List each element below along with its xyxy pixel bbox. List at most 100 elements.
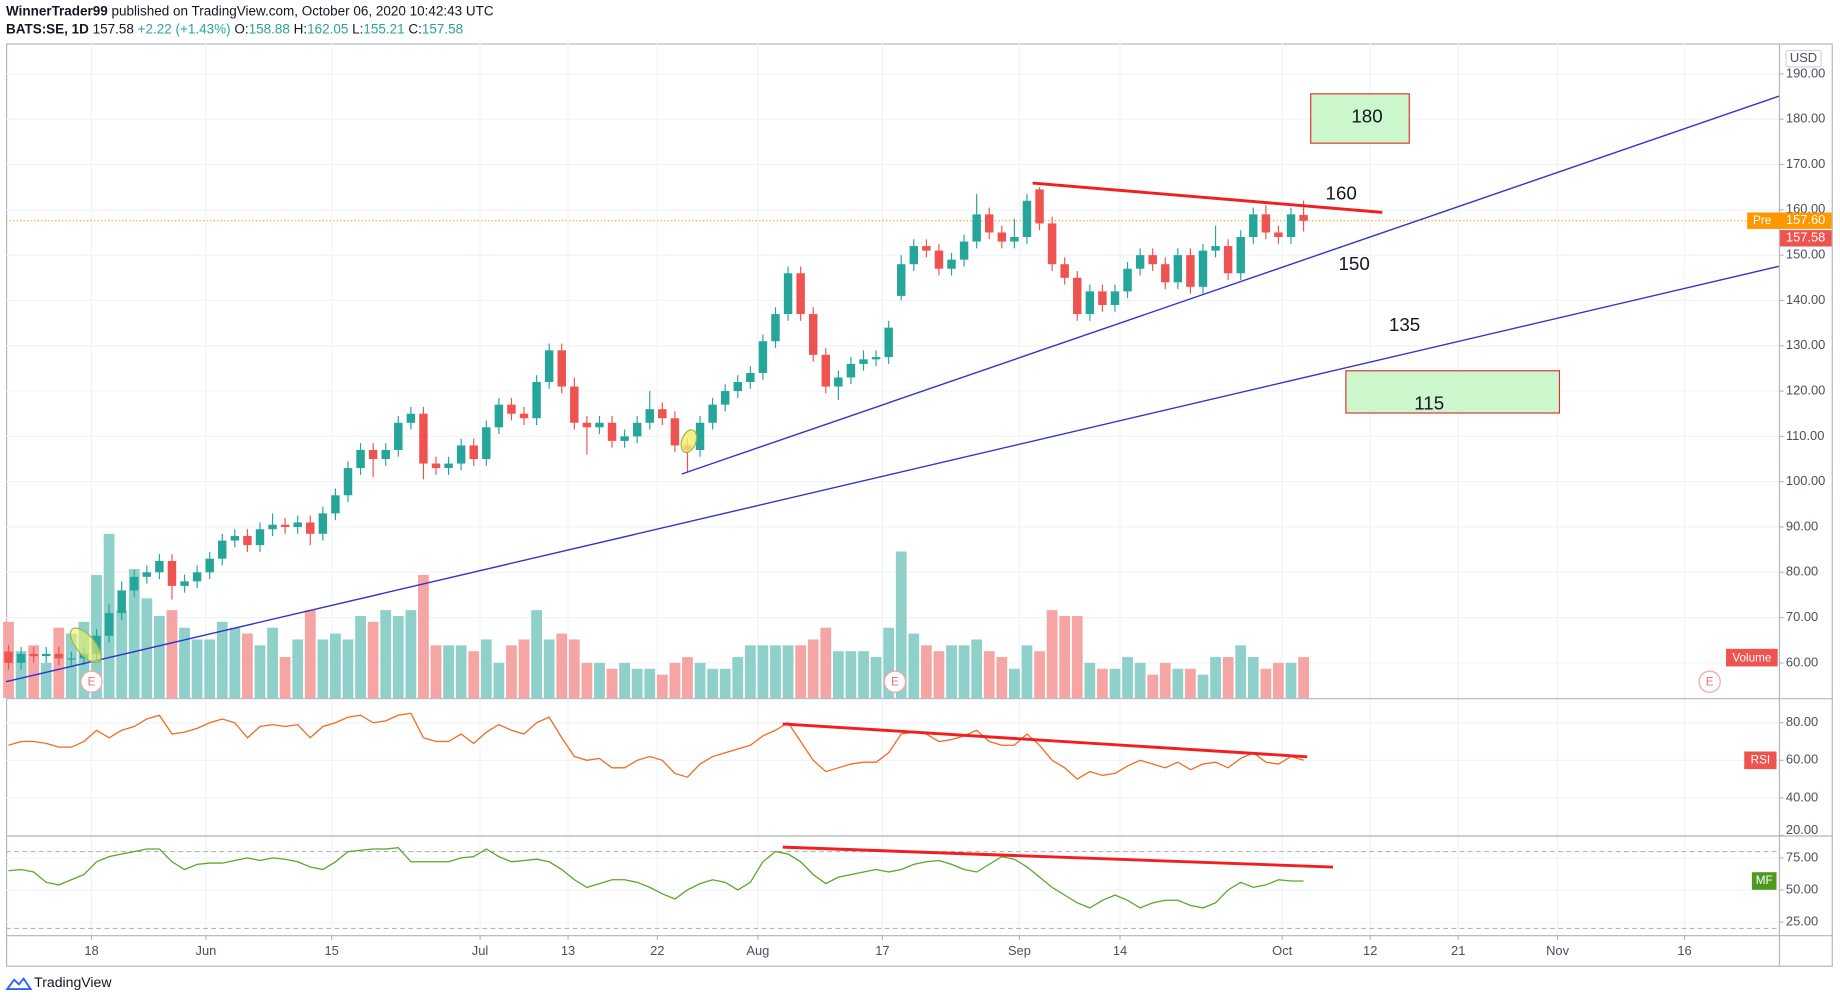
rsi-divergence-line — [782, 722, 1308, 759]
volume-bar — [908, 633, 920, 699]
y-tick-label: 140.00 — [1786, 292, 1825, 307]
y-tick-label: 70.00 — [1786, 609, 1818, 624]
last-price-box — [1780, 230, 1832, 247]
y-tick-label: 180.00 — [1786, 111, 1825, 126]
volume-bar — [28, 645, 40, 699]
volume-bar — [631, 668, 643, 699]
y-tick-label: 25.00 — [1786, 913, 1818, 928]
volume-bar — [958, 645, 970, 699]
last: 157.58 — [93, 21, 134, 36]
volume-bar — [820, 627, 832, 699]
annotation: 150 — [1338, 253, 1369, 274]
candle-body — [205, 558, 214, 573]
volume-bar — [1008, 668, 1020, 699]
volume-bar — [1197, 674, 1209, 699]
volume-bar — [770, 645, 781, 699]
candle-body — [695, 422, 705, 450]
brand[interactable]: TradingView — [34, 974, 112, 990]
earnings-label: E — [88, 675, 96, 688]
candle-body — [670, 418, 680, 446]
chart-frame — [5, 43, 1833, 967]
candle-body — [519, 413, 529, 419]
candle-body — [1261, 214, 1271, 233]
volume-bar — [694, 662, 706, 699]
candle-body — [859, 359, 868, 364]
candle-body — [1236, 237, 1245, 274]
candle-body — [544, 350, 554, 382]
candle-body — [632, 422, 642, 437]
candle-body — [582, 422, 592, 428]
candle-body — [821, 354, 831, 387]
candle-body — [1060, 264, 1069, 278]
candle-body — [318, 513, 328, 534]
volume-bar — [983, 651, 995, 699]
volume-bar — [254, 645, 266, 699]
candle-body — [720, 391, 730, 405]
trend-line — [5, 265, 1780, 683]
volume-bar — [191, 639, 203, 699]
volume-bar — [707, 668, 719, 699]
volume-bar — [568, 639, 580, 699]
volume-bar — [153, 615, 165, 699]
volume-bar — [1034, 651, 1045, 699]
volume-bar — [480, 639, 492, 699]
volume-bar — [619, 662, 631, 699]
published: published on TradingView.com, October 06… — [112, 3, 494, 18]
candle-body — [746, 372, 755, 382]
mf-divergence-line — [782, 845, 1334, 869]
volume-bar — [380, 610, 392, 699]
volume-bar — [430, 645, 442, 699]
candle-body — [1249, 214, 1258, 238]
x-tick-label: Nov — [1546, 943, 1569, 958]
volume-bar — [807, 639, 819, 699]
candle-body — [406, 413, 416, 423]
volume-bar — [1247, 657, 1259, 699]
candle-body — [368, 449, 378, 460]
candle-body — [42, 653, 51, 657]
candle-body — [808, 314, 818, 355]
candle-body — [243, 536, 252, 546]
open: 158.88 — [249, 21, 290, 36]
y-tick-label: 100.00 — [1786, 473, 1825, 488]
volume-bar — [1046, 610, 1058, 699]
candle-body — [922, 246, 931, 251]
y-tick-label: 60.00 — [1786, 654, 1818, 669]
y-tick-label: 110.00 — [1786, 428, 1824, 443]
volume-bar — [845, 651, 857, 699]
annotation: 115 — [1414, 393, 1444, 414]
volume-bar — [418, 574, 429, 699]
candle-body — [268, 524, 277, 530]
candle-body — [846, 363, 856, 378]
candle-body — [897, 264, 906, 296]
volume-bar — [581, 662, 593, 699]
candle-body — [557, 350, 566, 387]
highlight — [69, 627, 102, 664]
volume-bar — [405, 610, 417, 699]
volume-bar — [996, 657, 1008, 699]
footer[interactable]: TradingView — [5, 974, 112, 991]
volume-bar — [443, 645, 454, 699]
y-tick-label: 80.00 — [1786, 714, 1818, 729]
volume-bar — [1172, 668, 1184, 699]
y-tick-label: 20.00 — [1786, 822, 1818, 837]
volume-bar — [1260, 668, 1272, 699]
volume-bar — [858, 651, 869, 699]
candle-body — [972, 214, 981, 242]
volume-bar — [1122, 657, 1133, 699]
candle-body — [532, 381, 541, 419]
annotation: 180 — [1351, 105, 1382, 126]
volume-bar — [895, 551, 907, 699]
volume-label: Volume — [1732, 651, 1771, 664]
candle-body — [658, 409, 667, 419]
volume-bar — [556, 633, 568, 699]
volume-bar — [606, 668, 618, 699]
target-box — [1345, 370, 1561, 414]
candle-body — [771, 314, 780, 342]
candle-body — [456, 445, 466, 464]
candle-body — [796, 273, 805, 315]
volume-bar — [719, 668, 731, 699]
volume-bar — [971, 639, 983, 699]
candle-body — [871, 357, 881, 360]
